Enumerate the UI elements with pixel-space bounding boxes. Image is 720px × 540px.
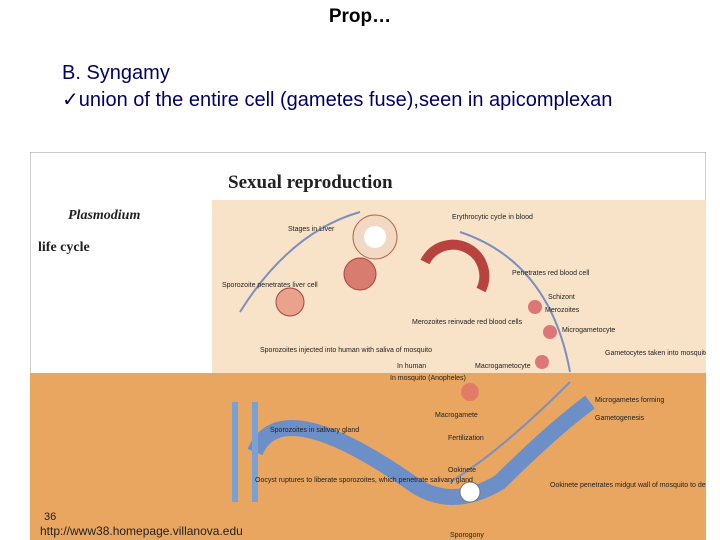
diagram-label: In mosquito (Anopheles) — [390, 375, 466, 382]
cell — [275, 287, 305, 317]
diagram-label: Penetrates red blood cell — [512, 270, 590, 277]
source: http://www38.homepage.villanova.edu — [40, 524, 243, 538]
diagram-label: Sporogony — [450, 532, 484, 539]
subtitle: life cycle — [38, 240, 90, 255]
diagram-label: Sporozoite penetrates liver cell — [222, 282, 318, 289]
cell — [528, 300, 542, 314]
gland — [232, 402, 258, 502]
human-bg — [212, 200, 706, 375]
diagram-label: Macrogamete — [435, 412, 478, 419]
diagram-label: Fertilization — [448, 435, 484, 442]
cell — [461, 383, 479, 401]
diagram-label: Macrogametocyte — [475, 363, 531, 370]
slide-title: Prop… — [328, 6, 392, 27]
check: ✓ — [62, 89, 79, 111]
rbc — [420, 239, 490, 293]
diagram-label: Stages in Liver — [288, 226, 335, 233]
diagram-label: Sporozoites in salivary gland — [270, 427, 359, 434]
cell — [364, 226, 386, 248]
diagram-label: Merozoites reinvade red blood cells — [412, 319, 523, 326]
figure-title: Sexual reproduction — [228, 172, 393, 193]
cell — [535, 355, 549, 369]
gut — [247, 395, 595, 505]
diagram-label: Schizont — [548, 294, 575, 301]
diagram-label: Merozoites — [545, 307, 580, 314]
heading: B. Syngamy — [62, 62, 170, 84]
diagram-label: Erythrocytic cycle in blood — [452, 214, 533, 221]
oocyst — [459, 481, 481, 503]
diagram-label: Sporozoites injected into human with sal… — [260, 347, 432, 354]
organism: Plasmodium — [68, 208, 140, 223]
diagram-label: Ookinete — [448, 467, 476, 474]
cell — [343, 257, 377, 291]
cell — [543, 325, 557, 339]
bullet: ✓union of the entire cell (gametes fuse)… — [62, 86, 662, 114]
bullet-text: union of the entire cell (gametes fuse),… — [78, 89, 613, 111]
diagram-label: Microgametes forming — [595, 397, 664, 404]
diagram-label: Gametogenesis — [595, 415, 645, 422]
diagram-label: Gametocytes taken into mosquito stomach … — [605, 350, 706, 357]
diagram-label: Ookinete penetrates midgut wall of mosqu… — [550, 482, 706, 489]
arrow — [239, 211, 571, 483]
figure: Sexual reproduction Plasmodium life cycl… — [30, 152, 706, 540]
diagram-label: Microgametocyte — [562, 327, 615, 334]
page-number: 36 — [44, 511, 56, 523]
diagram-label: Oocyst ruptures to liberate sporozoites,… — [255, 477, 473, 484]
diagram-label: In human — [397, 363, 426, 370]
